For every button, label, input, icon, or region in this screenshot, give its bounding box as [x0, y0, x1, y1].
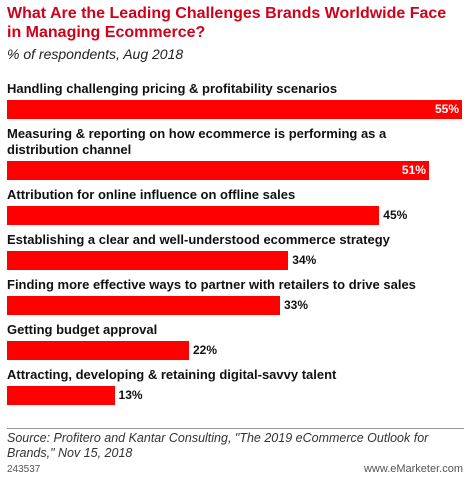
chart-id: 243537: [7, 464, 41, 475]
value-label: 55%: [434, 102, 459, 116]
category-label: Attribution for online influence on offl…: [7, 187, 296, 202]
value-label: 13%: [118, 388, 143, 402]
bar-row: Establishing a clear and well-understood…: [7, 232, 462, 270]
bar-track: 34%: [7, 251, 462, 270]
category-label: Handling challenging pricing & profitabi…: [7, 81, 338, 96]
value-label: 51%: [401, 163, 426, 177]
category-label: Finding more effective ways to partner w…: [7, 277, 416, 292]
bar-track: 45%: [7, 206, 462, 225]
chart-subtitle: % of respondents, Aug 2018: [7, 46, 184, 62]
value-label: 22%: [193, 343, 218, 357]
divider: [7, 428, 464, 429]
category-label: Getting budget approval: [7, 322, 158, 337]
category-label: Measuring & reporting on how ecommerce i…: [7, 126, 387, 157]
bar-track: 13%: [7, 386, 462, 405]
bar: [7, 296, 280, 315]
bar: [7, 386, 115, 405]
bar-track: 33%: [7, 296, 462, 315]
bar: [7, 161, 429, 180]
bar-row: Attribution for online influence on offl…: [7, 187, 462, 225]
bar: [7, 206, 380, 225]
chart-title: What Are the Leading Challenges Brands W…: [7, 5, 447, 41]
bar-track: 55%: [7, 100, 462, 119]
credit: www.eMarketer.com: [363, 463, 463, 475]
bar-row: Getting budget approval 22%: [7, 322, 462, 360]
bar-row: Attracting, developing & retaining digit…: [7, 367, 462, 405]
value-label: 45%: [383, 208, 408, 222]
plot-area: Handling challenging pricing & profitabi…: [7, 81, 462, 412]
bar-track: 51%: [7, 161, 462, 180]
category-label: Establishing a clear and well-understood…: [7, 232, 390, 247]
category-label: Attracting, developing & retaining digit…: [7, 367, 337, 382]
value-label: 34%: [292, 253, 317, 267]
bar-track: 22%: [7, 341, 462, 360]
value-label: 33%: [284, 298, 309, 312]
bar-row: Measuring & reporting on how ecommerce i…: [7, 126, 462, 180]
bar-row: Handling challenging pricing & profitabi…: [7, 81, 462, 119]
bar: [7, 341, 189, 360]
bar: [7, 100, 462, 119]
bar: [7, 251, 289, 270]
source-note: Source: Profitero and Kantar Consulting,…: [7, 431, 429, 460]
bar-row: Finding more effective ways to partner w…: [7, 277, 462, 315]
